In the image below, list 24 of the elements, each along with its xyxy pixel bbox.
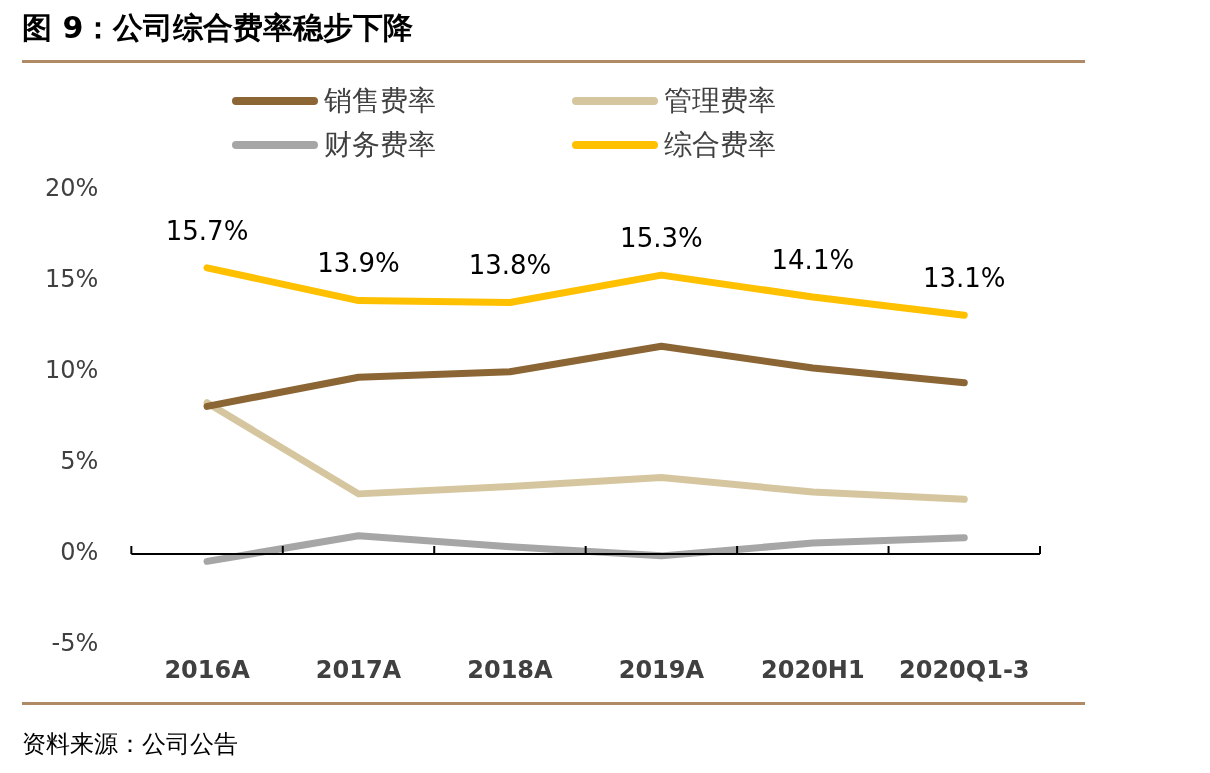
legend-label: 财务费率: [324, 127, 436, 163]
x-tick-label: 2019A: [618, 655, 705, 684]
data-label: 13.1%: [922, 262, 1006, 293]
data-label: 13.9%: [317, 248, 400, 279]
data-label: 13.8%: [468, 250, 552, 281]
y-tick-label: 5%: [60, 447, 99, 476]
data-label: 15.7%: [165, 215, 249, 246]
x-tick-label: 2017A: [315, 655, 402, 684]
legend-label: 管理费率: [664, 83, 776, 119]
x-tick-label: 2020H1: [761, 655, 865, 684]
x-tick-label: 2018A: [467, 655, 554, 684]
x-tick-label: 2016A: [164, 655, 251, 684]
y-tick-label: 20%: [45, 173, 99, 202]
y-tick-label: 0%: [60, 538, 99, 567]
chart-title: 图 9：公司综合费率稳步下降: [22, 9, 414, 47]
data-label: 14.1%: [771, 244, 855, 275]
y-tick-label: 15%: [45, 264, 99, 293]
text: 资料来源：公司公告: [22, 729, 238, 760]
legend-label: 综合费率: [664, 127, 776, 163]
y-tick-label: 10%: [45, 355, 99, 384]
y-tick-label: -5%: [51, 629, 99, 658]
x-tick-label: 2020Q1-3: [899, 655, 1030, 684]
legend-label: 销售费率: [324, 83, 436, 119]
data-label: 15.3%: [620, 222, 703, 253]
